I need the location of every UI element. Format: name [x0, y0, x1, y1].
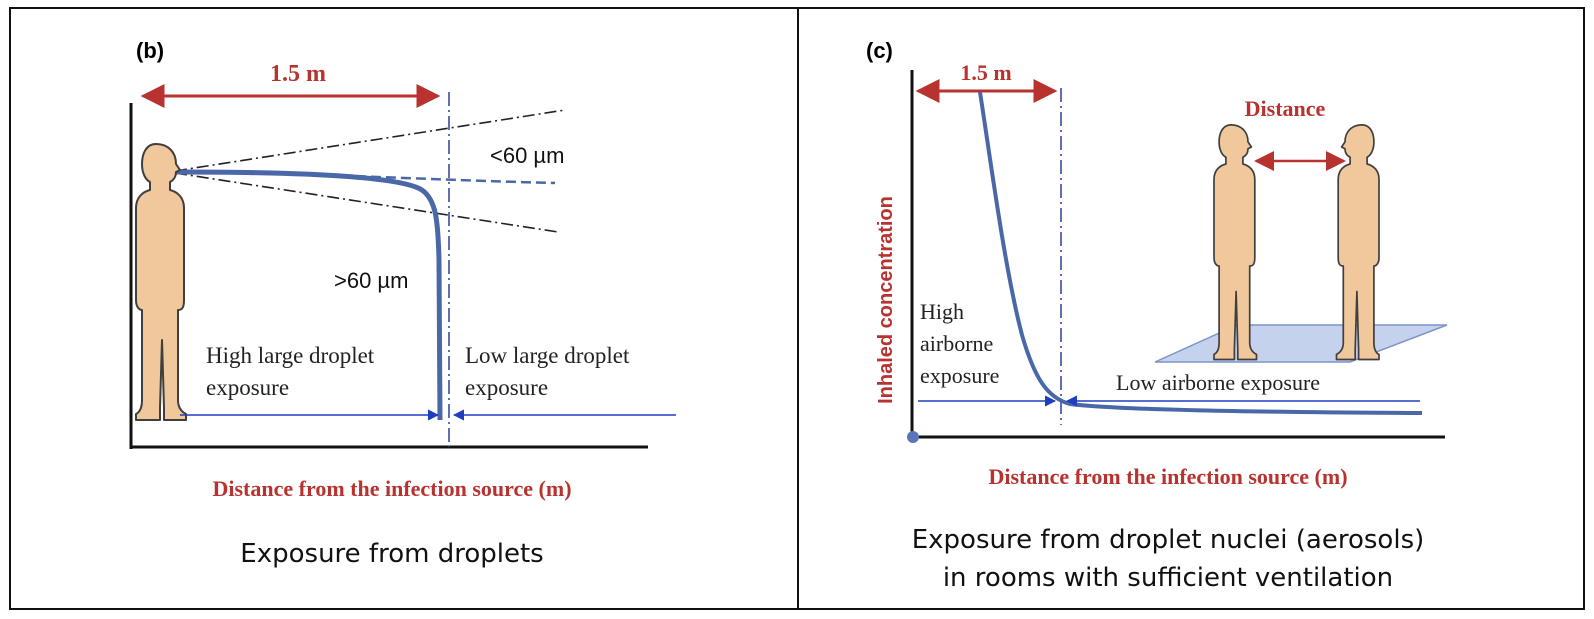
panel-b-cone-lower — [174, 172, 559, 233]
panel-c: (c) 1.5 m Inhaled concentration Distance… — [866, 38, 1448, 593]
panel-c-caption-line-2: in rooms with sufficient ventilation — [943, 563, 1393, 593]
panel-c-concentration-curve — [978, 91, 1423, 415]
panel-c-high-zone-label: High airborne exposure — [920, 299, 999, 388]
panel-c-distance-label: 1.5 m — [960, 60, 1011, 85]
panel-c-caption-line-1: Exposure from droplet nuclei (aerosols) — [912, 525, 1425, 555]
panel-b-large-droplet-path — [175, 169, 443, 421]
panel-c-label: (c) — [866, 38, 893, 63]
panel-b-low-zone-label: Low large droplet exposure — [465, 343, 635, 400]
panel-c-person-left — [1213, 124, 1258, 361]
panel-c-low-zone-label: Low airborne exposure — [1116, 370, 1320, 395]
panel-b-small-label: <60 µm — [490, 143, 564, 168]
panel-b-caption: Exposure from droplets — [240, 539, 543, 569]
panel-c-origin-dot — [907, 431, 919, 443]
panel-b: (b) 1.5 m <60 µm >60 µm High large dropl… — [129, 38, 676, 569]
panel-b-x-axis-label: Distance from the infection source (m) — [212, 476, 571, 501]
panel-divider — [797, 7, 799, 610]
panel-c-x-axis-label: Distance from the infection source (m) — [988, 464, 1347, 489]
panel-b-label: (b) — [136, 38, 164, 63]
panel-c-between-label: Distance — [1245, 96, 1326, 121]
panel-b-person-figure — [135, 143, 187, 421]
panel-b-distance-label: 1.5 m — [270, 61, 326, 87]
panel-b-high-zone-label: High large droplet exposure — [206, 343, 380, 400]
panel-c-floor-plane — [1154, 324, 1448, 363]
panel-b-large-label: >60 µm — [334, 268, 408, 293]
panel-c-y-axis-label: Inhaled concentration — [875, 196, 897, 404]
